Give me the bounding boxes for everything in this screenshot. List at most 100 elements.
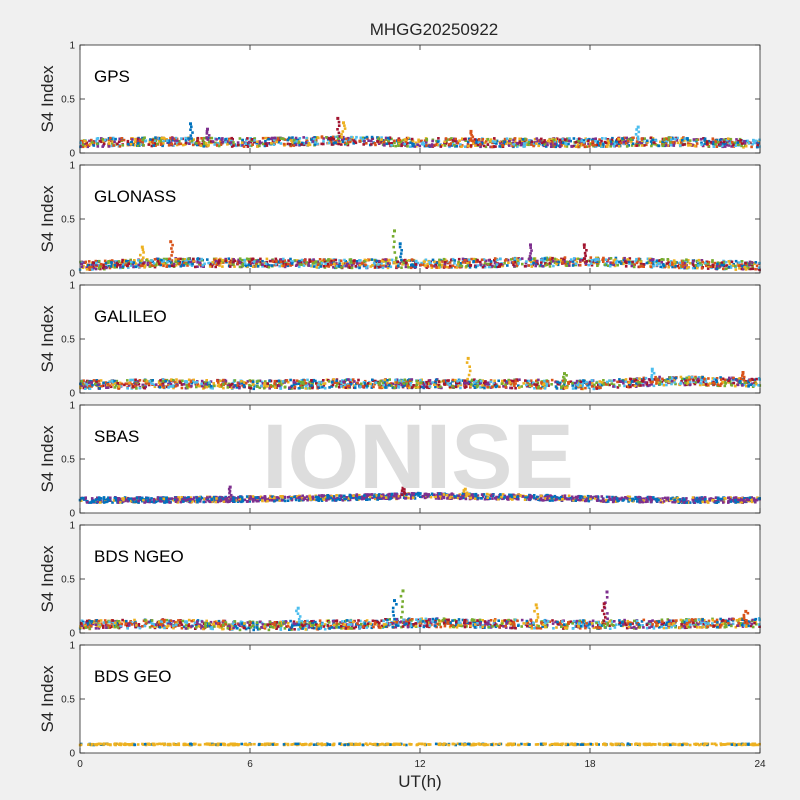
data-point	[390, 258, 394, 262]
data-point	[743, 383, 746, 387]
data-point	[707, 145, 710, 148]
data-point	[370, 135, 374, 139]
data-point	[602, 260, 605, 263]
data-point	[726, 137, 730, 140]
data-point	[724, 260, 728, 264]
data-point	[510, 386, 514, 390]
data-point	[527, 264, 530, 267]
data-point	[700, 267, 704, 270]
data-point	[425, 137, 428, 141]
data-point	[730, 140, 734, 144]
data-point	[659, 265, 662, 269]
data-point	[617, 142, 621, 146]
data-point	[598, 383, 602, 386]
data-point	[746, 263, 749, 267]
peak-trail-point	[529, 252, 532, 255]
data-point	[196, 140, 199, 143]
data-point	[99, 379, 103, 382]
data-point	[254, 261, 258, 265]
data-point	[514, 386, 517, 390]
data-point	[121, 265, 125, 268]
data-point	[191, 380, 194, 383]
data-point	[618, 260, 621, 264]
peak-trail-point	[650, 373, 654, 377]
y-tick-label: 1	[69, 281, 75, 292]
data-point	[108, 384, 112, 387]
data-point	[481, 265, 485, 269]
data-point	[416, 386, 420, 389]
data-point	[446, 265, 449, 269]
data-point	[397, 383, 401, 387]
data-point	[697, 379, 700, 383]
data-point	[540, 381, 543, 384]
data-point	[743, 265, 746, 269]
data-point	[267, 265, 271, 269]
data-point	[483, 141, 487, 144]
data-point	[733, 141, 736, 145]
data-point	[555, 258, 558, 261]
data-point	[571, 384, 574, 387]
data-point	[218, 385, 222, 388]
data-point	[174, 381, 177, 384]
data-point	[406, 145, 409, 148]
data-point	[548, 265, 552, 268]
data-point	[667, 261, 670, 264]
data-point	[595, 387, 598, 390]
data-point	[103, 138, 107, 142]
data-point	[662, 379, 666, 382]
data-point	[297, 265, 301, 269]
data-point	[308, 143, 312, 147]
peak-trail-point	[171, 243, 174, 247]
data-point	[496, 265, 500, 268]
data-point	[249, 264, 253, 267]
data-point	[699, 263, 702, 266]
data-point	[720, 382, 723, 386]
data-point	[229, 141, 233, 144]
data-point	[511, 379, 515, 383]
data-point	[390, 137, 393, 141]
data-point	[738, 377, 742, 380]
data-point	[602, 143, 605, 146]
data-point	[483, 264, 486, 267]
peak-trail-point	[469, 137, 473, 140]
data-point	[719, 378, 723, 381]
data-point	[192, 378, 195, 382]
data-point	[751, 261, 754, 265]
data-point	[236, 141, 240, 144]
data-point	[330, 259, 333, 263]
data-point	[180, 137, 183, 140]
data-point	[145, 380, 149, 383]
data-point	[425, 380, 428, 384]
data-point	[541, 264, 544, 268]
data-point	[524, 137, 527, 141]
data-point	[658, 375, 661, 379]
data-point	[565, 260, 569, 264]
data-point	[181, 379, 184, 383]
data-point	[232, 258, 235, 261]
data-point	[649, 259, 652, 262]
data-point	[447, 379, 450, 382]
data-point	[90, 380, 93, 384]
data-point	[125, 259, 128, 263]
data-point	[717, 383, 720, 387]
data-point	[433, 383, 436, 386]
data-point	[688, 139, 692, 142]
data-point	[308, 259, 311, 263]
data-point	[723, 378, 727, 382]
data-point	[691, 261, 694, 265]
data-point	[318, 258, 322, 261]
data-point	[171, 138, 175, 142]
data-point	[454, 265, 457, 269]
panel-label: GALILEO	[94, 307, 167, 326]
data-point	[393, 139, 396, 143]
data-point	[126, 387, 129, 390]
data-point	[631, 142, 635, 145]
data-point	[304, 141, 308, 144]
data-point	[202, 142, 206, 146]
data-point	[659, 380, 662, 383]
data-point	[561, 494, 564, 498]
data-point	[274, 261, 278, 264]
data-point	[322, 382, 325, 386]
peak-trail-point	[141, 248, 145, 251]
